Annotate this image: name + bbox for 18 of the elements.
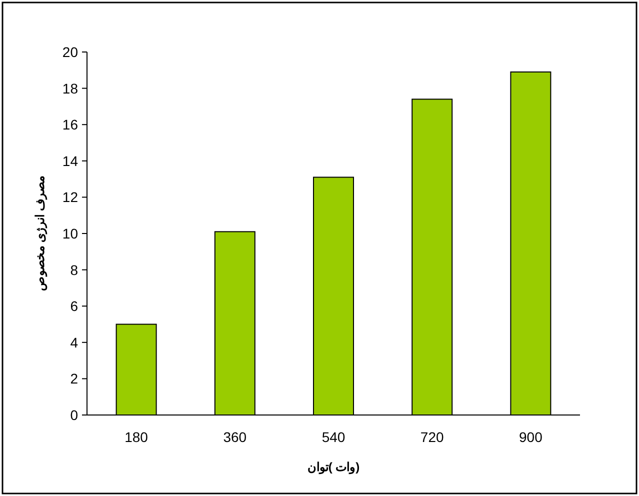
y-tick-label: 8 <box>70 262 78 278</box>
y-tick-label: 20 <box>62 44 78 60</box>
y-tick-label: 6 <box>70 298 78 314</box>
y-tick-label: 16 <box>62 116 78 133</box>
x-tick-label: 900 <box>519 429 543 445</box>
y-tick-label: 18 <box>62 80 78 96</box>
x-axis-title: (وات )توان <box>307 460 360 475</box>
y-tick-label: 0 <box>70 407 78 423</box>
x-tick-label: 180 <box>124 429 148 445</box>
x-tick-label: 540 <box>322 429 346 445</box>
y-tick-label: 10 <box>62 226 78 242</box>
y-tick-label: 14 <box>62 152 78 169</box>
x-tick-label: 720 <box>420 429 444 445</box>
y-tick-label: 2 <box>70 370 78 387</box>
y-tick-label: 12 <box>62 189 78 206</box>
y-tick-label: 4 <box>70 334 78 350</box>
x-tick-label: 360 <box>223 429 247 445</box>
y-axis-title: مصرف انرژی مخصوص <box>33 176 48 291</box>
